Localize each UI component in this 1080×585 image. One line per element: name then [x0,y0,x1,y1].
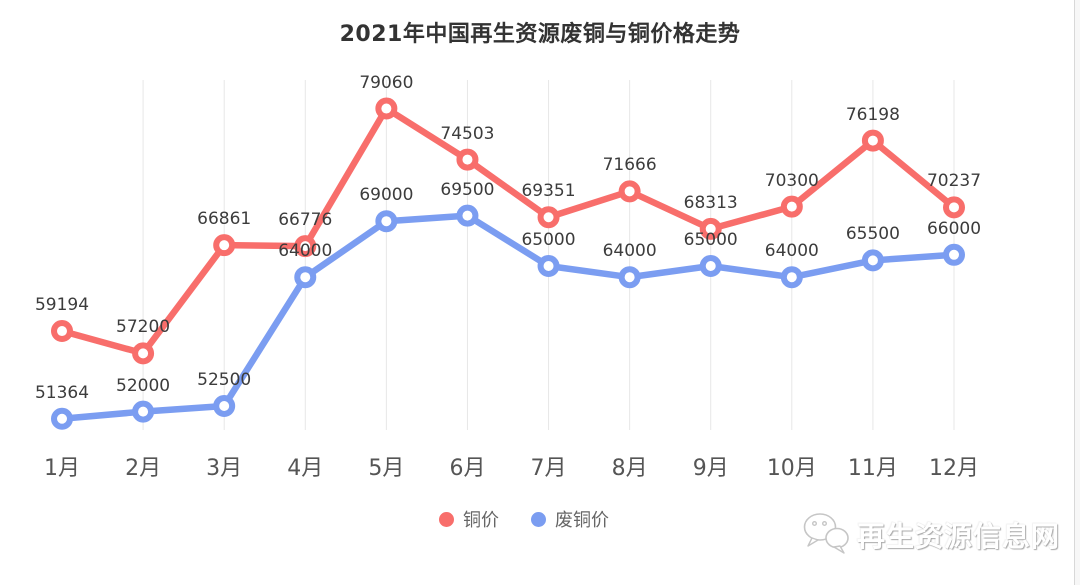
x-axis-label: 5月 [368,456,405,481]
data-point-marker-copper [51,320,73,343]
data-label-scrap-copper: 65000 [521,230,576,250]
x-axis-label: 6月 [449,456,486,481]
data-point-marker-scrap-copper [456,204,479,227]
legend-item-copper[interactable]: 铜价 [439,506,499,532]
data-label-copper: 66861 [197,209,252,230]
data-label-scrap-copper: 64000 [278,241,333,262]
data-point-marker-scrap-copper [618,266,641,289]
x-axis-label: 12月 [929,456,979,481]
scrollbar-track[interactable] [1074,0,1080,585]
wechat-chat-bubbles-icon [801,511,851,559]
chart-legend: 铜价 废铜价 [0,506,1048,532]
data-point-marker-copper [861,129,884,152]
data-label-scrap-copper: 52000 [116,375,171,396]
watermark-text: 再生资源信息网 [856,520,1060,553]
data-point-marker-copper [375,97,398,120]
data-label-copper: 69351 [521,181,576,202]
data-point-marker-scrap-copper [132,400,155,423]
data-point-marker-copper [537,206,560,229]
data-label-copper: 74503 [440,123,495,144]
data-label-scrap-copper: 64000 [764,241,819,262]
data-point-marker-scrap-copper [51,407,73,430]
data-label-copper: 68313 [683,192,738,213]
data-point-marker-copper [132,342,155,365]
data-point-marker-scrap-copper [699,255,722,277]
data-label-copper: 71666 [602,155,657,176]
data-point-marker-copper [294,235,317,258]
data-label-scrap-copper: 65000 [683,230,738,250]
data-point-marker-copper [699,217,722,240]
x-axis-label: 9月 [692,456,729,481]
data-label-scrap-copper: 69000 [359,185,414,206]
watermark: 再生资源信息网 [801,513,1060,557]
data-point-marker-scrap-copper [780,266,803,289]
data-label-scrap-copper: 69500 [440,179,495,200]
x-axis-label: 8月 [611,456,648,481]
series-line-copper [58,105,958,357]
data-point-marker-scrap-copper [213,395,236,417]
data-label-scrap-copper: 51364 [34,382,90,403]
x-axis-label: 11月 [847,456,898,481]
legend-item-scrap-copper[interactable]: 废铜价 [531,506,609,532]
legend-label-copper: 铜价 [463,510,499,531]
data-label-scrap-copper: 64000 [602,241,657,262]
legend-label-scrap-copper: 废铜价 [555,510,609,531]
data-point-marker-scrap-copper [294,266,317,289]
data-label-copper: 79060 [359,72,414,93]
data-label-scrap-copper: 66000 [926,218,982,239]
data-point-marker-scrap-copper [861,249,884,272]
x-axis-label: 1月 [44,456,80,481]
x-axis-label: 4月 [287,456,324,481]
chart-title: 2021年中国再生资源废铜与铜价格走势 [339,22,741,47]
data-label-copper: 59194 [34,295,90,316]
data-label-scrap-copper: 52500 [197,370,252,390]
legend-marker-copper-icon [439,511,454,527]
data-point-marker-copper [213,234,236,257]
data-label-copper: 76198 [845,104,900,125]
data-point-marker-copper [943,196,965,219]
data-point-marker-scrap-copper [537,255,560,277]
x-axis-label: 7月 [530,456,567,481]
data-point-marker-copper [618,180,641,203]
data-label-copper: 70300 [764,170,819,191]
data-label-copper: 70237 [926,171,982,192]
legend-marker-scrap-copper-icon [531,511,546,527]
x-axis-label: 2月 [125,456,162,481]
data-point-marker-copper [456,148,479,171]
x-axis-label: 10月 [766,456,817,481]
data-point-marker-scrap-copper [943,243,965,266]
data-label-scrap-copper: 65500 [845,224,900,245]
x-axis-label: 3月 [206,456,243,481]
data-point-marker-scrap-copper [375,210,398,233]
data-point-marker-copper [780,195,803,218]
data-label-copper: 57200 [116,317,171,338]
series-line-scrap-copper [58,212,958,422]
data-label-copper: 66776 [278,210,333,231]
